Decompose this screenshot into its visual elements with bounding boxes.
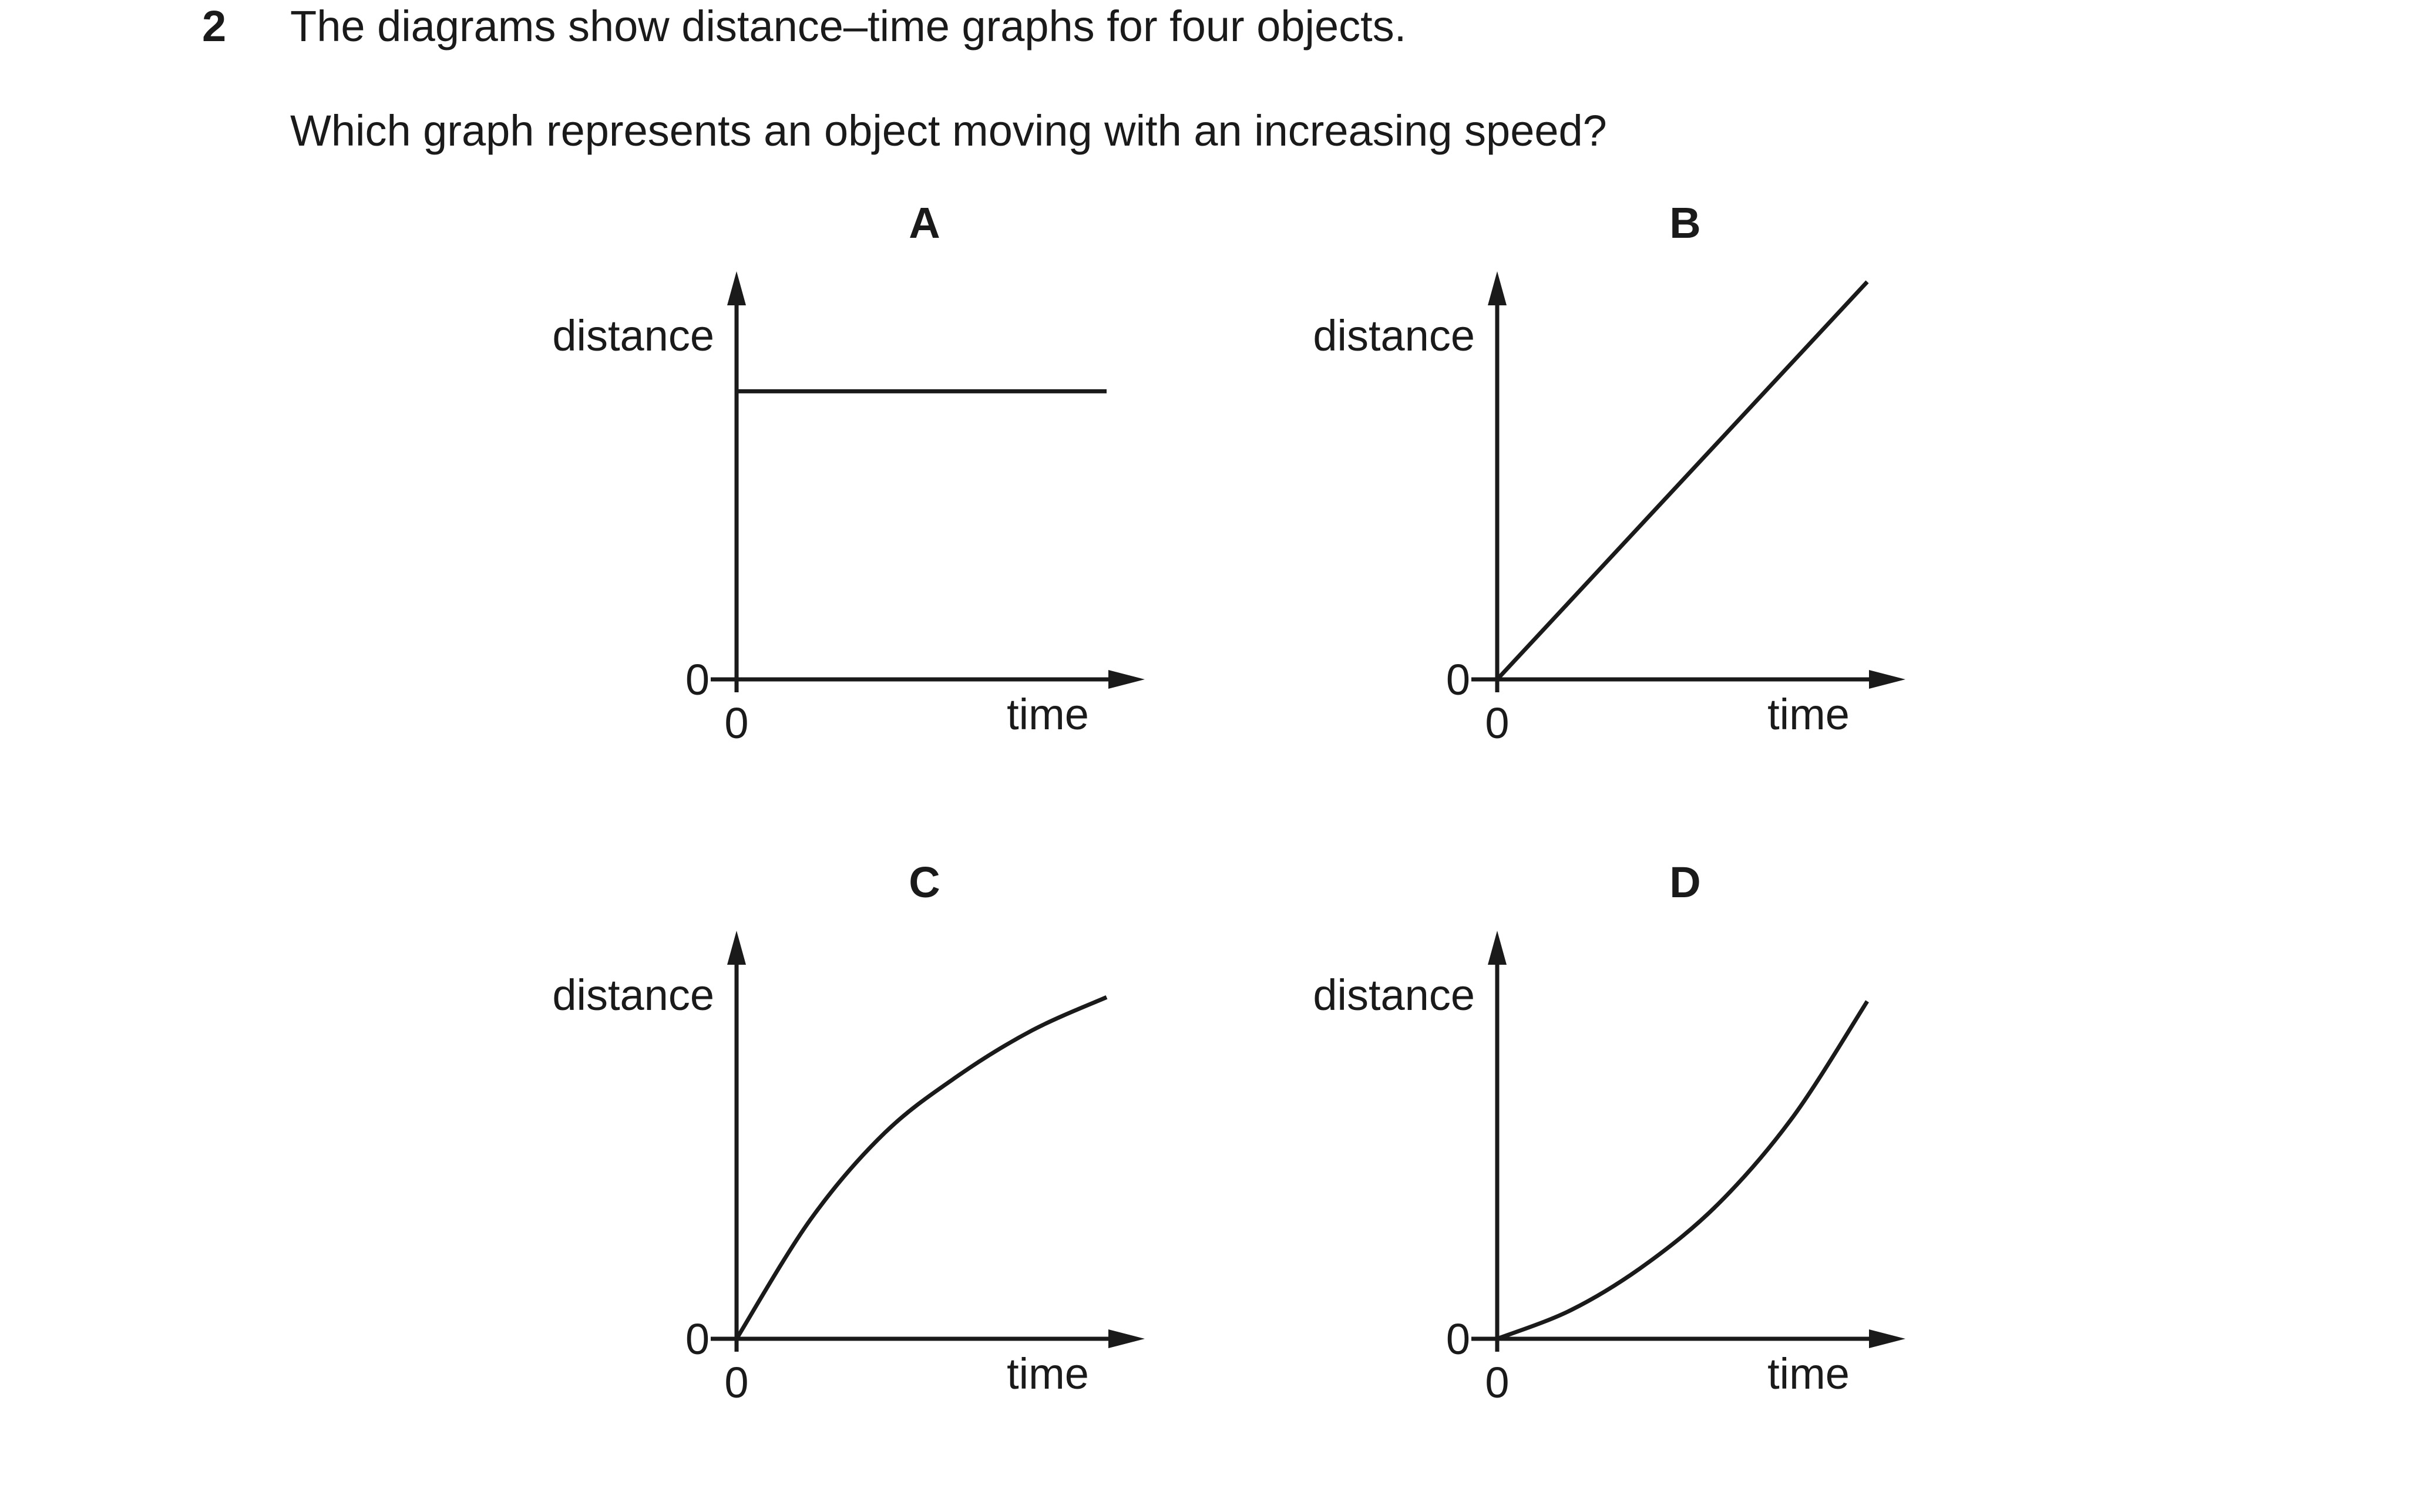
data-line	[1496, 1000, 1869, 1341]
panel-letter: D	[1669, 858, 1700, 907]
x-origin-label: 0	[724, 699, 748, 747]
y-origin-label: 0	[685, 1315, 710, 1363]
y-axis-arrow	[1488, 271, 1507, 305]
question-intro: The diagrams show distance–time graphs f…	[290, 2, 1407, 50]
x-axis-label: time	[1767, 1349, 1850, 1398]
y-axis-label: distance	[552, 971, 714, 1019]
panel-letter: B	[1669, 198, 1700, 247]
y-axis-label: distance	[1313, 311, 1475, 360]
x-origin-label: 0	[1485, 699, 1509, 747]
x-axis-arrow	[1869, 670, 1905, 689]
y-axis-label: distance	[552, 311, 714, 360]
x-axis-arrow	[1108, 1329, 1145, 1348]
y-origin-label: 0	[1446, 1315, 1470, 1363]
x-axis-label: time	[1007, 690, 1089, 739]
x-axis-arrow	[1869, 1329, 1905, 1348]
x-axis-label: time	[1767, 690, 1850, 739]
x-origin-label: 0	[724, 1358, 748, 1407]
panel-letter: A	[909, 198, 940, 247]
y-origin-label: 0	[685, 655, 710, 704]
x-axis-arrow	[1108, 670, 1145, 689]
y-axis-arrow	[1488, 931, 1507, 965]
question-prompt: Which graph represents an object moving …	[290, 106, 1607, 155]
data-line	[735, 995, 1108, 1340]
x-origin-label: 0	[1485, 1358, 1509, 1407]
y-axis-arrow	[727, 931, 746, 965]
y-origin-label: 0	[1446, 655, 1470, 704]
panel-letter: C	[909, 858, 940, 907]
y-axis-label: distance	[1313, 971, 1475, 1019]
x-axis-label: time	[1007, 1349, 1089, 1398]
y-axis-arrow	[727, 271, 746, 305]
data-line	[1495, 280, 1869, 681]
question-number: 2	[202, 2, 227, 50]
